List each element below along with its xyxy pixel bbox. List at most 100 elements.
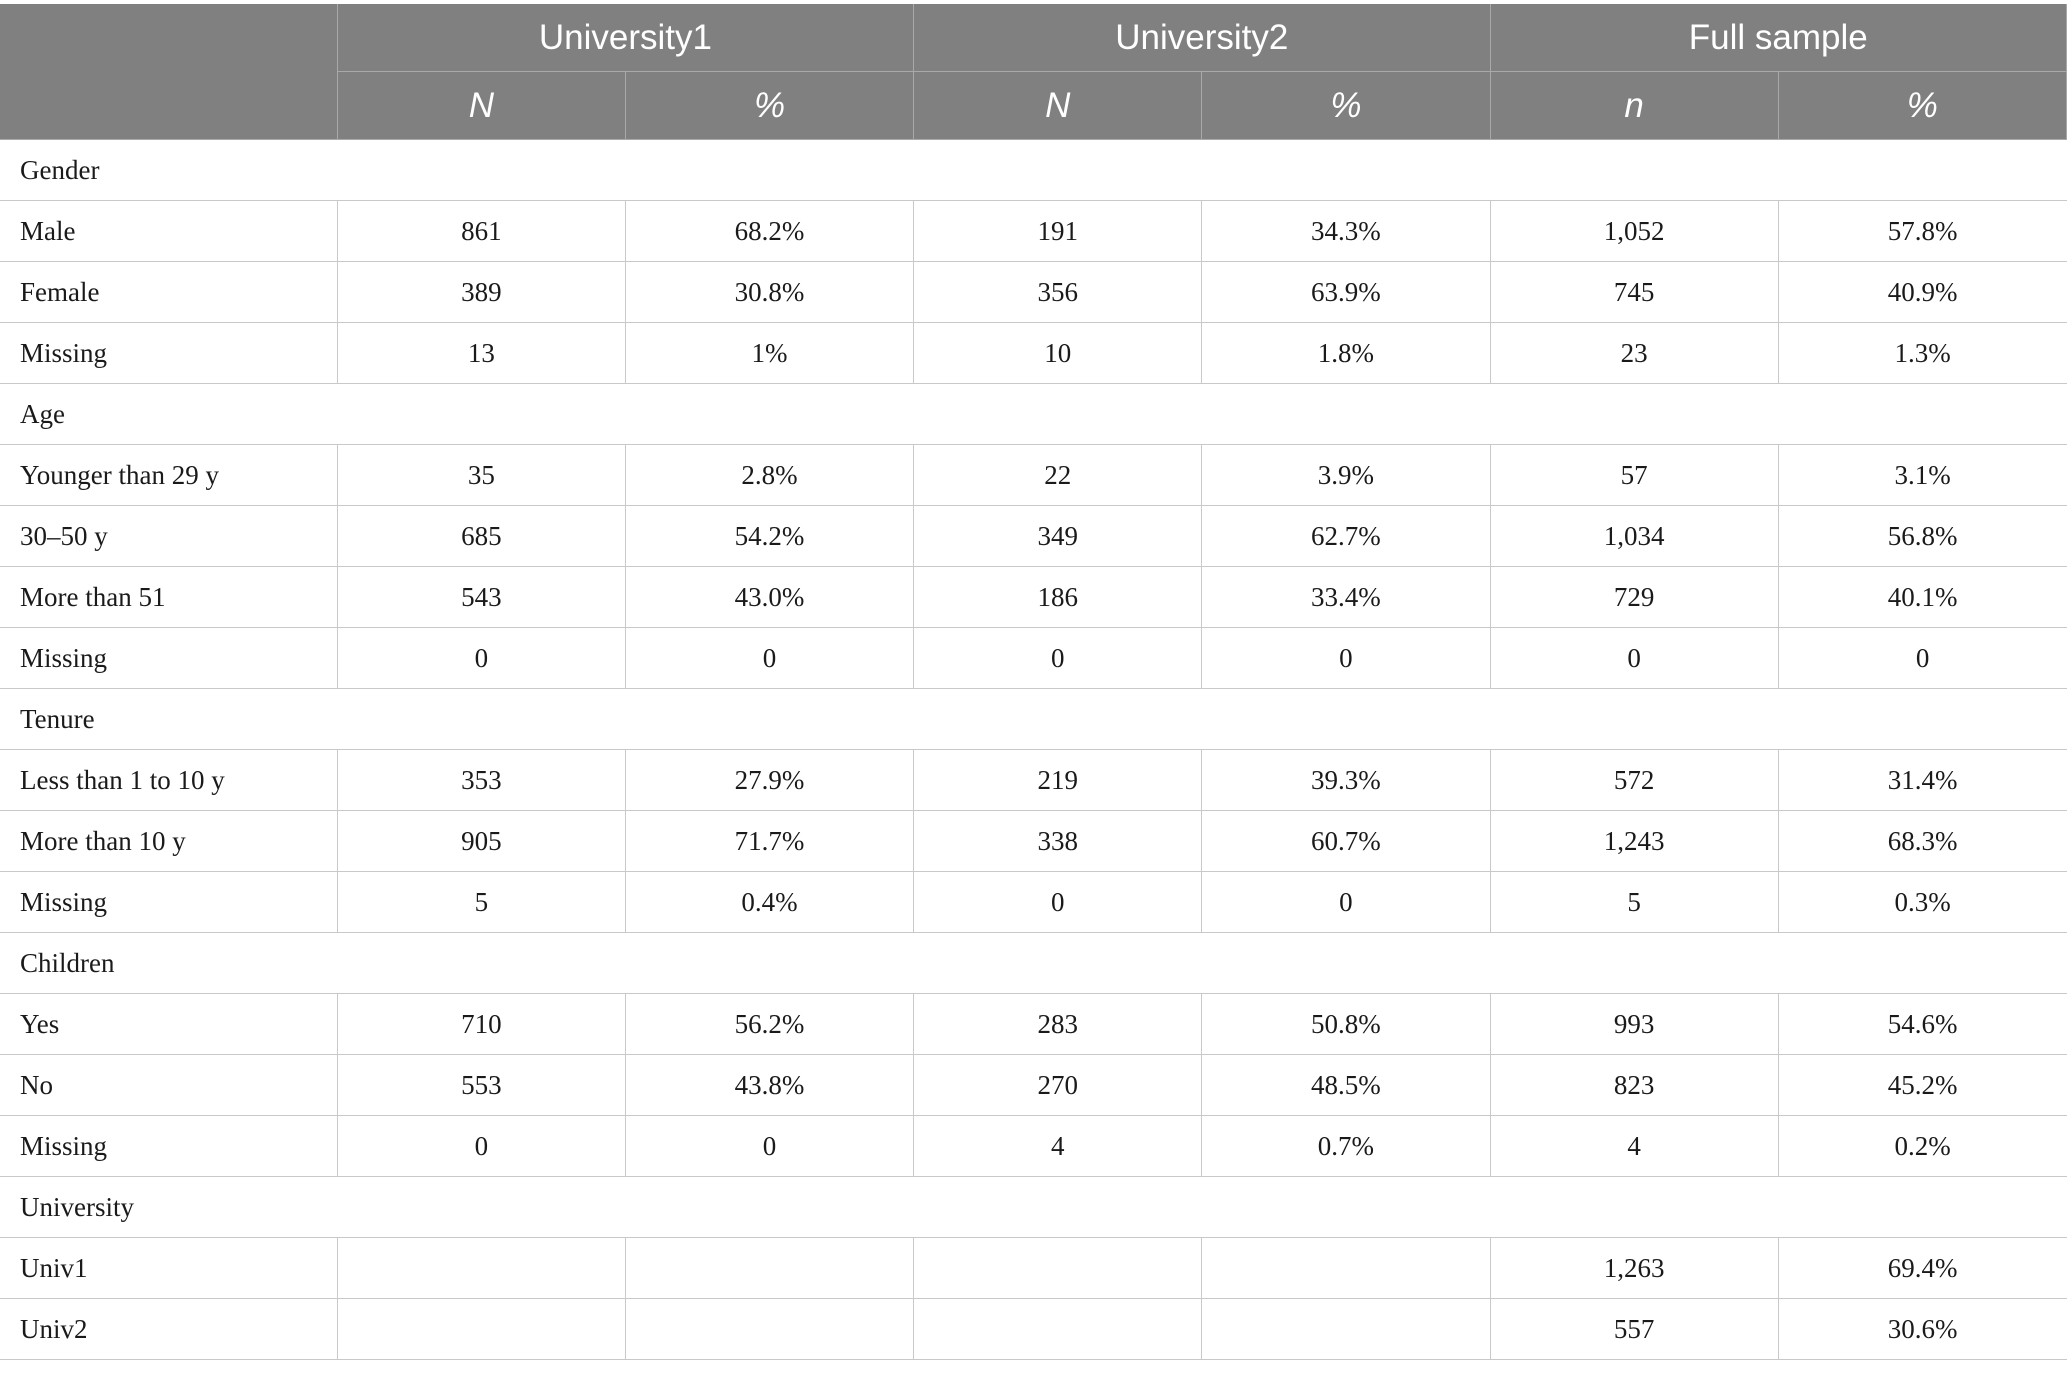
table-header: University1 University2 Full sample N % …: [0, 4, 2067, 140]
table-cell: 3.1%: [1777, 444, 2067, 506]
table-cell: 40.9%: [1777, 261, 2067, 323]
table-cell: 349: [913, 505, 1203, 567]
table-cell: 1,034: [1489, 505, 1779, 567]
table-cell: 0: [1489, 627, 1779, 689]
table-cell: 0: [1201, 871, 1491, 933]
row-label: Younger than 29 y: [0, 444, 338, 506]
row-label: Missing: [0, 871, 338, 933]
row-label: Univ1: [0, 1237, 338, 1299]
header-sub-cell: N: [336, 71, 626, 140]
table-cell: 62.7%: [1201, 505, 1491, 567]
table-cell: 0: [1201, 627, 1491, 689]
section-row: Gender: [0, 139, 2067, 201]
header-group-full-sample: Full sample: [1489, 4, 2067, 72]
table-cell: 1%: [624, 322, 915, 384]
table-cell: 68.3%: [1777, 810, 2067, 872]
table-cell: 356: [913, 261, 1203, 323]
header-sub-cell: %: [1777, 71, 2067, 140]
table-cell: 30.6%: [1777, 1298, 2067, 1360]
table-row: Univ1 1,263 69.4%: [0, 1237, 2067, 1299]
table-cell: 543: [336, 566, 626, 628]
table-cell: 219: [913, 749, 1203, 811]
table-row: Missing 0 0 0 0 0 0: [0, 627, 2067, 689]
row-label: 30–50 y: [0, 505, 338, 567]
section-title: Age: [0, 383, 2067, 445]
table-cell: [913, 1298, 1203, 1360]
table-row: More than 51 543 43.0% 186 33.4% 729 40.1%: [0, 566, 2067, 628]
table-cell: 33.4%: [1201, 566, 1491, 628]
table-cell: 823: [1489, 1054, 1779, 1116]
table-cell: 57.8%: [1777, 200, 2067, 262]
table-cell: 0.4%: [624, 871, 915, 933]
table-row: Univ2 557 30.6%: [0, 1298, 2067, 1360]
table-cell: 22: [913, 444, 1203, 506]
section-row: Tenure: [0, 688, 2067, 750]
header-group-university1: University1: [336, 4, 915, 72]
table-cell: 43.8%: [624, 1054, 915, 1116]
table-cell: 861: [336, 200, 626, 262]
table-row: Male 861 68.2% 191 34.3% 1,052 57.8%: [0, 200, 2067, 262]
table-cell: 557: [1489, 1298, 1779, 1360]
header-group-row: University1 University2 Full sample: [0, 4, 2067, 140]
header-corner-cell: [0, 4, 338, 140]
table-cell: 905: [336, 810, 626, 872]
table-cell: 34.3%: [1201, 200, 1491, 262]
table-cell: [624, 1237, 915, 1299]
table-cell: 0: [624, 1115, 915, 1177]
table-cell: 283: [913, 993, 1203, 1055]
row-label: No: [0, 1054, 338, 1116]
table-cell: 63.9%: [1201, 261, 1491, 323]
table-cell: 39.3%: [1201, 749, 1491, 811]
table-cell: 338: [913, 810, 1203, 872]
table-cell: 43.0%: [624, 566, 915, 628]
header-group-university2: University2: [913, 4, 1491, 72]
table-cell: 353: [336, 749, 626, 811]
table-cell: 685: [336, 505, 626, 567]
table-cell: [336, 1298, 626, 1360]
header-sub-row: N % N % n %: [0, 71, 2067, 140]
row-label: More than 51: [0, 566, 338, 628]
table-cell: 13: [336, 322, 626, 384]
section-title: Children: [0, 932, 2067, 994]
table-cell: 186: [913, 566, 1203, 628]
table-row: Missing 13 1% 10 1.8% 23 1.3%: [0, 322, 2067, 384]
table-cell: 0: [913, 871, 1203, 933]
table-row: Female 389 30.8% 356 63.9% 745 40.9%: [0, 261, 2067, 323]
table-cell: 27.9%: [624, 749, 915, 811]
section-title: Gender: [0, 139, 2067, 201]
table-cell: 40.1%: [1777, 566, 2067, 628]
row-label: Male: [0, 200, 338, 262]
table-cell: 3.9%: [1201, 444, 1491, 506]
table-cell: 54.6%: [1777, 993, 2067, 1055]
section-row: University: [0, 1176, 2067, 1238]
header-sub-cell: N: [913, 71, 1203, 140]
table-cell: 553: [336, 1054, 626, 1116]
table-cell: 1.8%: [1201, 322, 1491, 384]
table-row: Younger than 29 y 35 2.8% 22 3.9% 57 3.1%: [0, 444, 2067, 506]
table-cell: 0: [336, 1115, 626, 1177]
row-label: Less than 1 to 10 y: [0, 749, 338, 811]
row-label: Yes: [0, 993, 338, 1055]
table-cell: 5: [336, 871, 626, 933]
table-cell: 23: [1489, 322, 1779, 384]
table-cell: 710: [336, 993, 626, 1055]
table-cell: 1.3%: [1777, 322, 2067, 384]
table-cell: 57: [1489, 444, 1779, 506]
table-cell: [1201, 1298, 1491, 1360]
header-sub-cell: %: [1201, 71, 1491, 140]
table-cell: 69.4%: [1777, 1237, 2067, 1299]
table-cell: 56.8%: [1777, 505, 2067, 567]
table-body: Gender Male 861 68.2% 191 34.3% 1,052 57.8% Fema…: [0, 139, 2067, 1360]
table-cell: 50.8%: [1201, 993, 1491, 1055]
section-row: Age: [0, 383, 2067, 445]
table-cell: 0.7%: [1201, 1115, 1491, 1177]
table-cell: 0.2%: [1777, 1115, 2067, 1177]
demographics-table: University1 University2 Full sample N % …: [0, 4, 2067, 1360]
table-cell: 0: [336, 627, 626, 689]
row-label: More than 10 y: [0, 810, 338, 872]
table-cell: 10: [913, 322, 1203, 384]
table-cell: 389: [336, 261, 626, 323]
row-label: Univ2: [0, 1298, 338, 1360]
table-cell: 1,263: [1489, 1237, 1779, 1299]
table-cell: 68.2%: [624, 200, 915, 262]
